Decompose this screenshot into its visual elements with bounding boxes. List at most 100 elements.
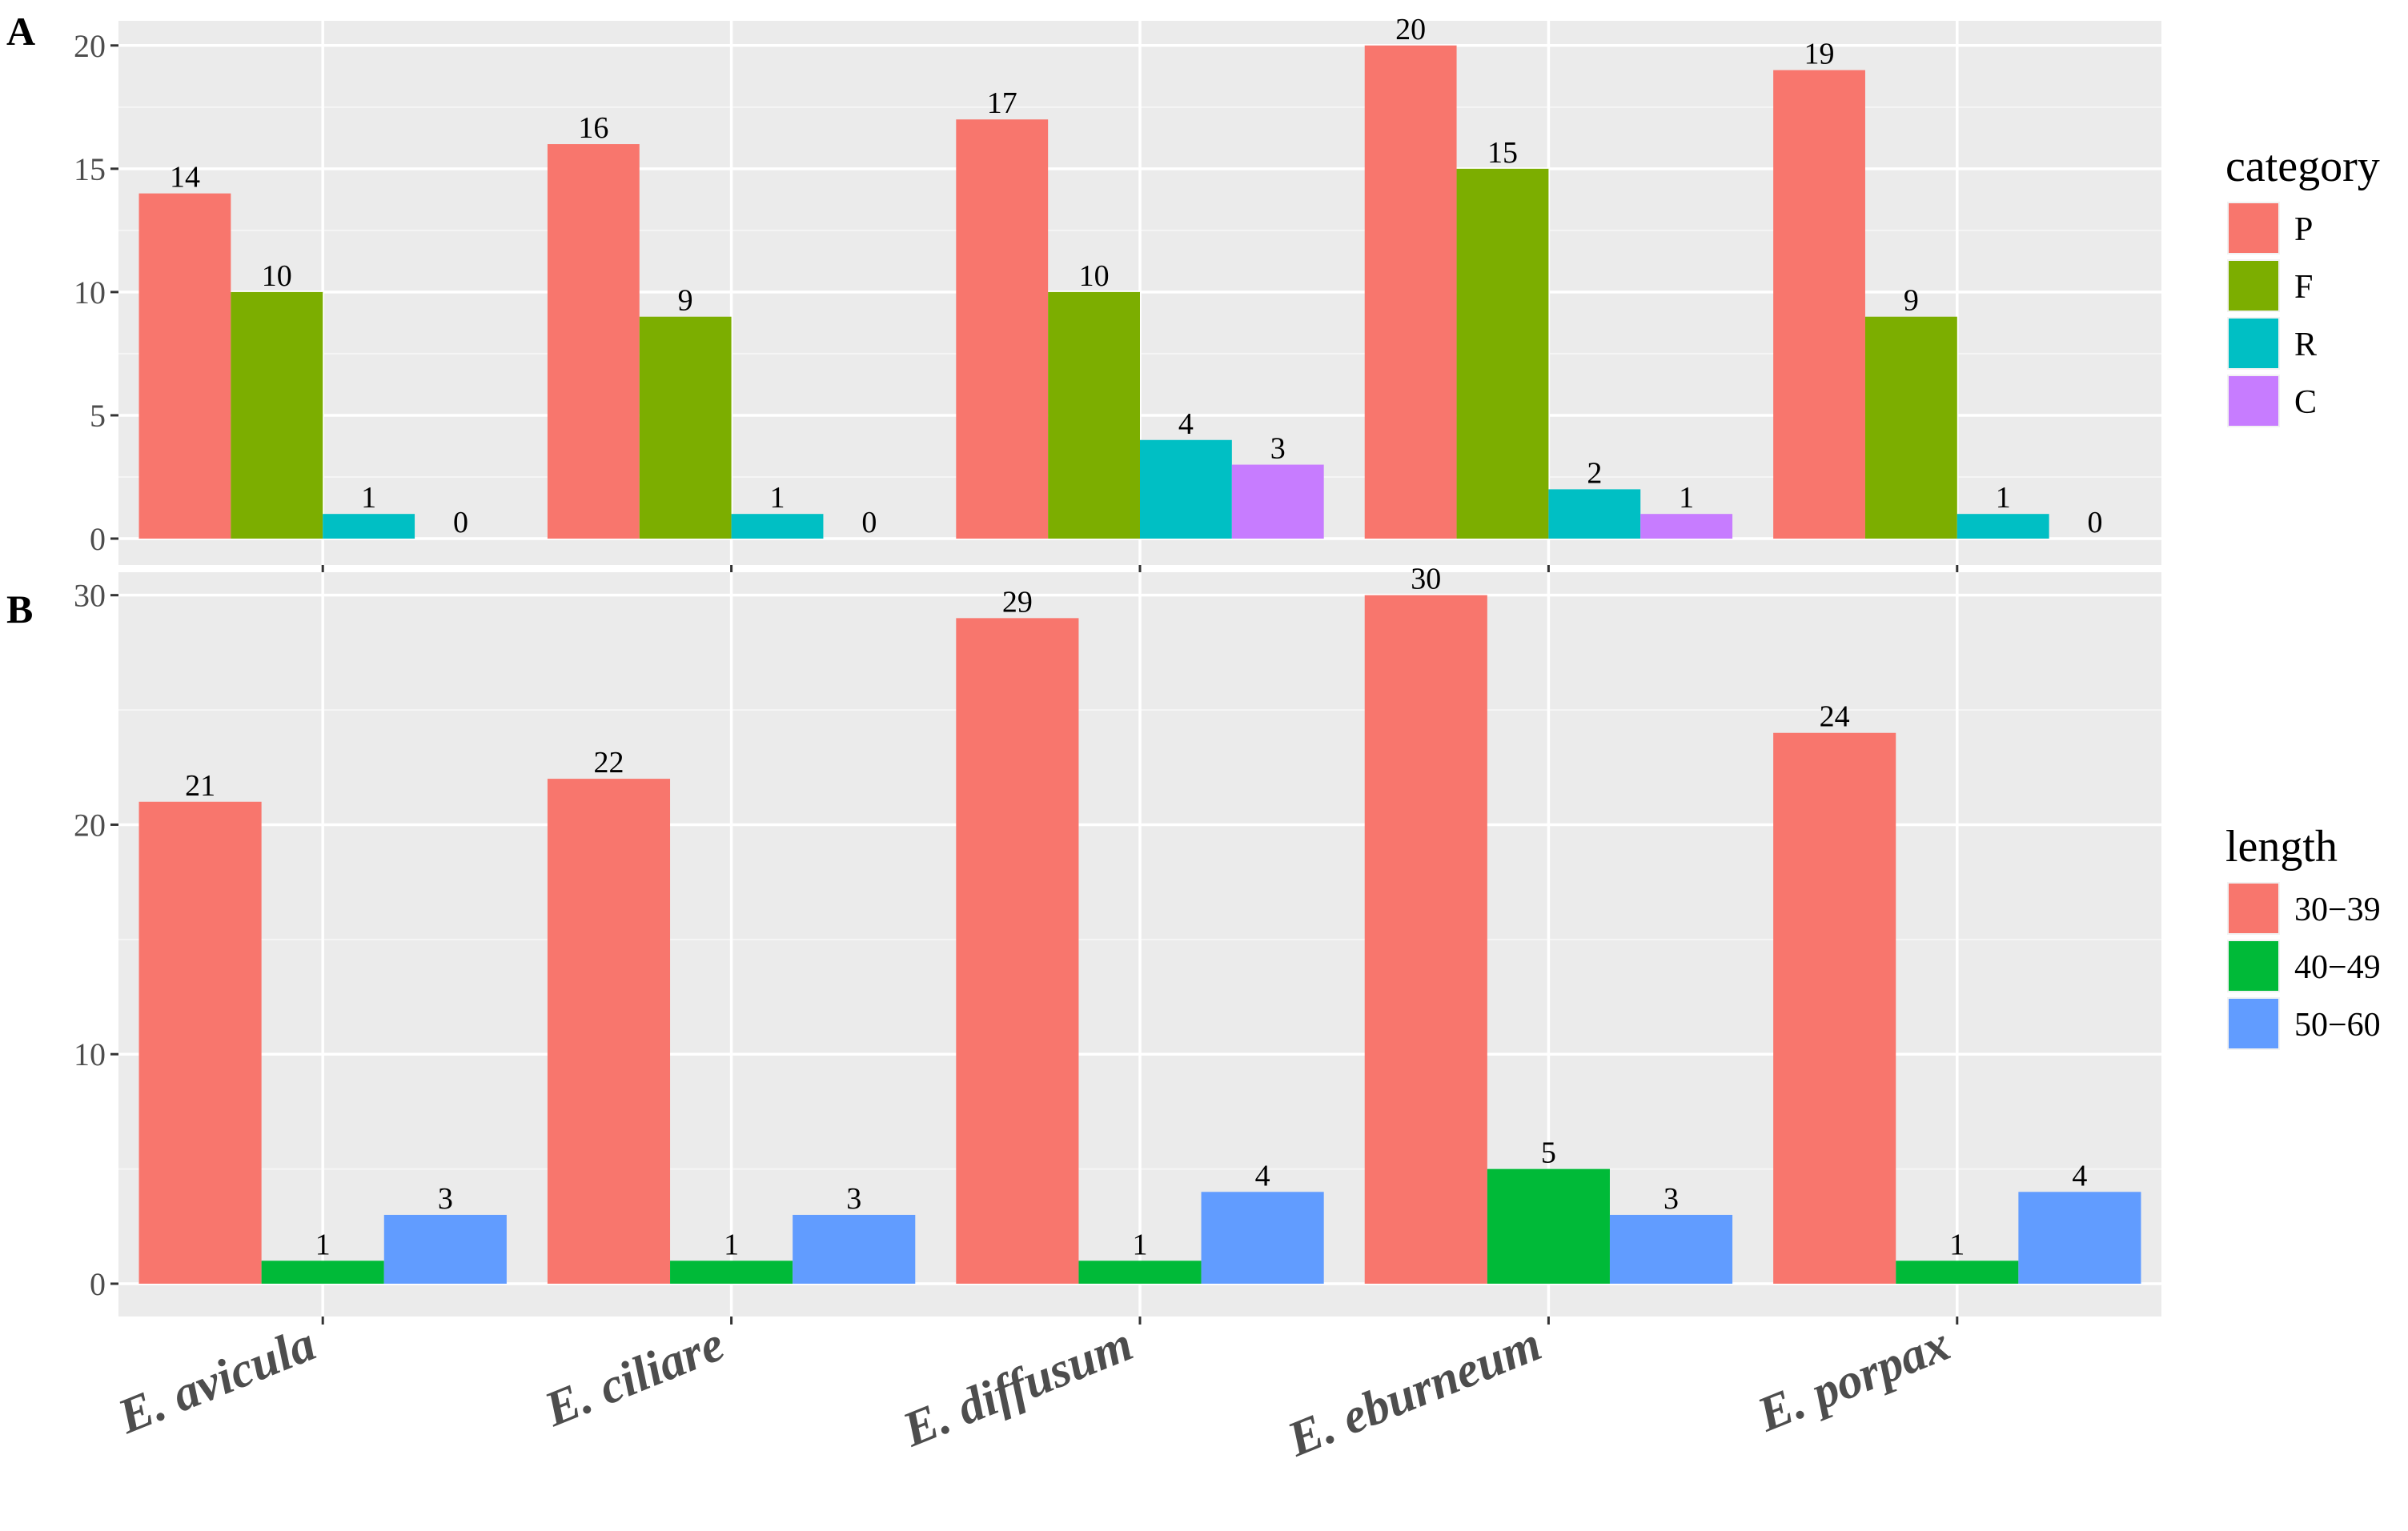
data-label: 24: [1820, 700, 1850, 734]
data-label: 22: [593, 746, 624, 780]
data-label: 3: [1664, 1182, 1679, 1216]
bar-a-3-5: [1956, 514, 2049, 539]
legend-label: F: [2294, 269, 2313, 306]
bar-a-2-2: [639, 316, 732, 539]
x-category-label: E. avicula: [110, 1317, 323, 1445]
data-label: 1: [1996, 481, 2011, 515]
data-label: 1: [315, 1228, 331, 1261]
legend-key-swatch: [2229, 884, 2278, 933]
legend-key-swatch: [2229, 999, 2278, 1048]
bar-a-2-3: [1048, 291, 1140, 539]
data-label: 30: [1411, 563, 1441, 596]
data-label: 15: [1487, 136, 1518, 170]
data-label: 2: [1587, 456, 1602, 490]
bar-b-3-3: [1201, 1192, 1324, 1284]
x-category-label: E. diffusum: [895, 1317, 1140, 1458]
x-category-label: E. ciliare: [536, 1317, 732, 1437]
legend-label: 30−39: [2294, 892, 2381, 928]
legend-label: 50−60: [2294, 1007, 2381, 1044]
data-label: 10: [1079, 259, 1110, 293]
bar-a-3-4: [1548, 489, 1641, 539]
data-label: 1: [1679, 481, 1694, 515]
bar-a-2-1: [231, 291, 323, 539]
bar-a-3-1: [323, 514, 415, 539]
legend-label: 40−49: [2294, 949, 2381, 986]
data-label: 1: [770, 481, 785, 515]
data-label: 9: [678, 284, 693, 318]
bar-b-2-2: [670, 1260, 793, 1284]
data-label: 17: [987, 86, 1017, 120]
legend-key-swatch: [2229, 941, 2278, 991]
y-tick-label: 20: [74, 28, 106, 64]
bar-a-1-3: [956, 119, 1049, 539]
data-label: 0: [453, 506, 468, 539]
data-label: 1: [1133, 1228, 1148, 1261]
data-label: 3: [846, 1182, 861, 1216]
x-category-label: E. eburneum: [1279, 1317, 1548, 1468]
bar-b-2-4: [1487, 1168, 1610, 1284]
data-label: 0: [861, 506, 877, 539]
data-label: 20: [1395, 13, 1426, 46]
data-label: 21: [185, 769, 215, 803]
x-axis: E. avicula E. ciliare E. diffusum E. eburne…: [110, 1317, 1958, 1468]
legend-label: R: [2294, 327, 2317, 363]
bar-a-1-5: [1773, 70, 1865, 539]
bar-a-3-3: [1140, 439, 1232, 539]
legend-key-swatch: [2229, 319, 2278, 368]
y-tick-label: 30: [74, 578, 106, 614]
legend-title: category: [2225, 142, 2380, 191]
panel-tag: A: [6, 9, 35, 54]
bar-b-1-5: [1773, 732, 1896, 1284]
legend-length: length 30−39 40−49 50−60: [2225, 822, 2381, 1050]
bar-b-1-3: [956, 618, 1079, 1284]
bar-b-3-2: [793, 1214, 916, 1284]
bar-a-1-1: [138, 193, 231, 539]
data-label: 29: [1002, 585, 1033, 619]
bar-a-1-2: [547, 144, 640, 539]
bar-b-1-4: [1364, 595, 1487, 1284]
bar-a-4-4: [1640, 514, 1733, 539]
bar-a-2-5: [1864, 316, 1957, 539]
data-label: 3: [1270, 432, 1286, 466]
legend-key-swatch: [2229, 376, 2278, 426]
data-label: 4: [1178, 407, 1194, 441]
bar-b-3-1: [383, 1214, 507, 1284]
legend-label: P: [2294, 211, 2313, 248]
legend-key-swatch: [2229, 261, 2278, 311]
y-tick-label: 10: [74, 275, 106, 311]
bar-a-1-4: [1364, 45, 1457, 539]
data-label: 0: [2088, 506, 2103, 539]
data-label: 1: [724, 1228, 739, 1261]
y-tick-label: 0: [90, 1266, 106, 1302]
bar-a-2-4: [1456, 168, 1549, 539]
data-label: 3: [438, 1182, 453, 1216]
panel-b: 0 10 20 30 21 22 29 30 24 1 1 1 5 1 3 3 4 3 4 B: [6, 563, 2161, 1325]
bar-b-1-1: [138, 801, 262, 1284]
data-label: 9: [1904, 284, 1919, 318]
data-label: 16: [578, 111, 608, 145]
bar-b-2-1: [261, 1260, 384, 1284]
y-tick-label: 15: [74, 151, 106, 187]
data-label: 5: [1541, 1136, 1556, 1170]
bar-b-3-4: [1609, 1214, 1733, 1284]
y-tick-label: 10: [74, 1036, 106, 1072]
data-label: 19: [1804, 38, 1835, 71]
data-label: 4: [2072, 1159, 2087, 1192]
legend-key-swatch: [2229, 203, 2278, 253]
bar-a-3-2: [731, 514, 824, 539]
bar-b-2-3: [1078, 1260, 1202, 1284]
data-label: 10: [262, 259, 292, 293]
legend-title: length: [2225, 822, 2338, 872]
bar-b-2-5: [1896, 1260, 2019, 1284]
bar-b-3-5: [2018, 1192, 2141, 1284]
data-label: 1: [1949, 1228, 1965, 1261]
data-label: 4: [1255, 1159, 1270, 1192]
y-tick-label: 0: [90, 521, 106, 557]
bar-a-4-3: [1231, 464, 1324, 539]
bar-b-1-2: [547, 779, 671, 1284]
data-label: 1: [361, 481, 376, 515]
legend-label: C: [2294, 384, 2317, 421]
